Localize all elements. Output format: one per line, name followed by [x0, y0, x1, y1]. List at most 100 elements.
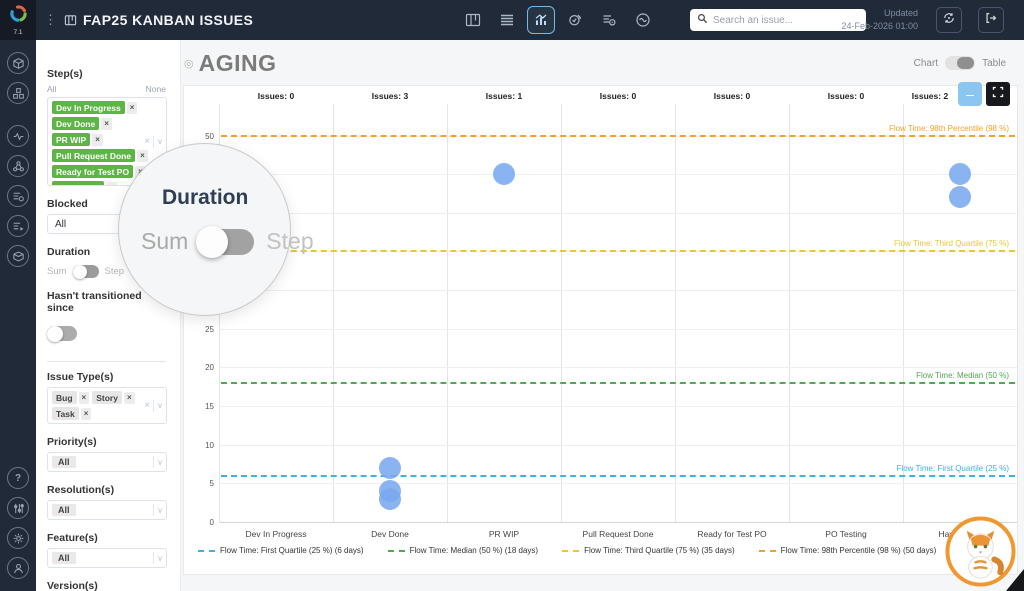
table-view-label[interactable]: Table: [982, 57, 1006, 69]
filter-tag: Task ×: [52, 407, 92, 420]
reference-line: [221, 250, 1015, 253]
tag-remove-icon[interactable]: ×: [137, 149, 148, 162]
modules-icon[interactable]: [7, 82, 29, 104]
issues-count-label: Issues: 2: [911, 91, 949, 101]
assistant-cat-avatar[interactable]: [945, 516, 1016, 591]
legend-item[interactable]: Flow Time: Third Quartile (75 %) (35 day…: [562, 546, 735, 555]
reference-line-label: Flow Time: First Quartile (25 %): [896, 463, 1009, 473]
filter-select[interactable]: All ∨: [47, 500, 167, 520]
help-icon[interactable]: ?: [7, 467, 29, 489]
activity-icon[interactable]: [7, 125, 29, 147]
tag-remove-icon[interactable]: ×: [123, 391, 135, 404]
data-point[interactable]: [379, 456, 401, 479]
app-logo[interactable]: 7.1: [0, 0, 36, 40]
package-icon[interactable]: [7, 52, 29, 74]
filter-tag: Ready for Test PO×: [52, 165, 146, 178]
chevron-down-icon[interactable]: ∨: [157, 505, 163, 515]
tag-label: Task: [52, 407, 79, 420]
reference-line-label: Flow Time: Third Quartile (75 %): [894, 239, 1009, 249]
board-icon: [64, 14, 77, 27]
zoom-out-button[interactable]: –: [958, 82, 982, 106]
filter-select[interactable]: All ∨: [47, 452, 167, 472]
updated-label: Updated: [883, 8, 918, 18]
aging-chart-card: – AGING TIME 05101520253035404550Issues:…: [183, 82, 1018, 575]
chevron-down-icon[interactable]: ∨: [157, 457, 163, 467]
magnifier-duration-toggle[interactable]: [196, 225, 255, 258]
duration-sum-option[interactable]: Sum: [47, 266, 67, 277]
board-columns-icon[interactable]: [459, 6, 487, 34]
filter-label: Version(s): [47, 580, 98, 591]
exit-button[interactable]: [978, 7, 1004, 33]
fullscreen-button[interactable]: [986, 82, 1010, 106]
flow-efficiency-icon[interactable]: [629, 6, 657, 34]
data-point[interactable]: [379, 487, 401, 510]
cycle-time-icon[interactable]: [561, 6, 589, 34]
list-view-icon[interactable]: [493, 6, 521, 34]
chart-view-label[interactable]: Chart: [913, 57, 939, 69]
steps-select-all-link[interactable]: All: [47, 84, 57, 94]
chevron-down-icon[interactable]: ∨: [157, 553, 163, 563]
filter-select[interactable]: All ∨: [47, 548, 167, 568]
tag-label: Pull Request Done: [52, 149, 136, 162]
updated-timestamp: 24-Feb-2026 01:00: [841, 20, 918, 31]
gridline: [219, 444, 1017, 446]
duration-toggle[interactable]: [72, 264, 99, 279]
tag-remove-icon[interactable]: ×: [101, 117, 112, 130]
filter-panel: Step(s) All None Dev In Progress × Dev Don…: [36, 40, 181, 591]
hasnt-transitioned-toggle[interactable]: [47, 325, 77, 342]
tag-remove-icon[interactable]: ×: [106, 181, 117, 185]
x-axis-category-label: Ready for Test PO: [697, 529, 767, 539]
magnifier-step-option[interactable]: Step: [266, 228, 314, 254]
reference-line-label: Flow Time: Median (50 %): [916, 370, 1009, 380]
steps-chevron-down-icon[interactable]: ∨: [157, 137, 163, 146]
user-icon[interactable]: [7, 557, 29, 579]
refresh-button[interactable]: [936, 7, 962, 33]
issue-types-multiselect[interactable]: Bug × Story × Task × × ∨: [47, 387, 167, 424]
tag-remove-icon[interactable]: ×: [80, 407, 92, 420]
search-input[interactable]: [713, 14, 859, 26]
data-point[interactable]: [493, 163, 515, 186]
hasnt-transitioned-label: Hasn't transitioned since: [47, 290, 142, 314]
list-settings-icon[interactable]: [7, 185, 29, 207]
legend-label: Flow Time: Third Quartile (75 %) (35 day…: [584, 546, 735, 555]
list-run-icon[interactable]: [7, 215, 29, 237]
legend-label: Flow Time: 98th Percentile (98 %) (50 da…: [780, 546, 937, 555]
filter-label: Priority(s): [47, 436, 97, 448]
settings-icon[interactable]: [7, 527, 29, 549]
tag-label: PO Testing: [52, 181, 105, 185]
reference-line: [221, 134, 1015, 137]
backlog-settings-icon[interactable]: [595, 6, 623, 34]
y-tick-label: 0: [209, 518, 214, 527]
steps-select-none-link[interactable]: None: [145, 84, 166, 94]
aging-chart-icon[interactable]: [527, 6, 555, 34]
page-title: AGING: [198, 50, 277, 76]
controls-icon[interactable]: [7, 497, 29, 519]
gridline: [219, 212, 1017, 214]
reference-line: [221, 381, 1015, 384]
issues-count-label: Issues: 0: [713, 91, 751, 101]
legend-item[interactable]: Flow Time: 98th Percentile (98 %) (50 da…: [758, 546, 937, 555]
box-icon[interactable]: [7, 245, 29, 267]
issue-types-clear-icon[interactable]: ×: [144, 400, 151, 411]
steps-multiselect[interactable]: Dev In Progress × Dev Done × PR WIP × Pull Req…: [47, 97, 167, 186]
data-point[interactable]: [949, 186, 971, 209]
left-icon-rail: ?: [0, 40, 36, 591]
magnifier-sum-option[interactable]: Sum: [141, 228, 189, 254]
duration-step-option[interactable]: Step: [104, 266, 125, 277]
workflow-icon[interactable]: [7, 155, 29, 177]
legend-swatch: [562, 549, 580, 552]
legend-item[interactable]: Flow Time: Median (50 %) (18 days): [387, 546, 538, 555]
column-separator: [561, 104, 562, 522]
rail-top-group: [7, 52, 29, 275]
steps-clear-icon[interactable]: ×: [144, 136, 151, 147]
legend-item[interactable]: Flow Time: First Quartile (25 %) (6 days…: [198, 546, 364, 555]
refresh-icon: [942, 11, 956, 30]
tag-remove-icon[interactable]: ×: [92, 133, 103, 146]
magnifier-overlay: Duration Sum Step: [118, 143, 314, 316]
tag-remove-icon[interactable]: ×: [126, 101, 138, 114]
issue-types-chevron-down-icon[interactable]: ∨: [157, 401, 163, 410]
kebab-menu-icon[interactable]: ⋮: [44, 12, 57, 27]
data-point[interactable]: [949, 163, 971, 186]
chart-table-toggle[interactable]: [945, 56, 976, 70]
tag-remove-icon[interactable]: ×: [78, 391, 90, 404]
